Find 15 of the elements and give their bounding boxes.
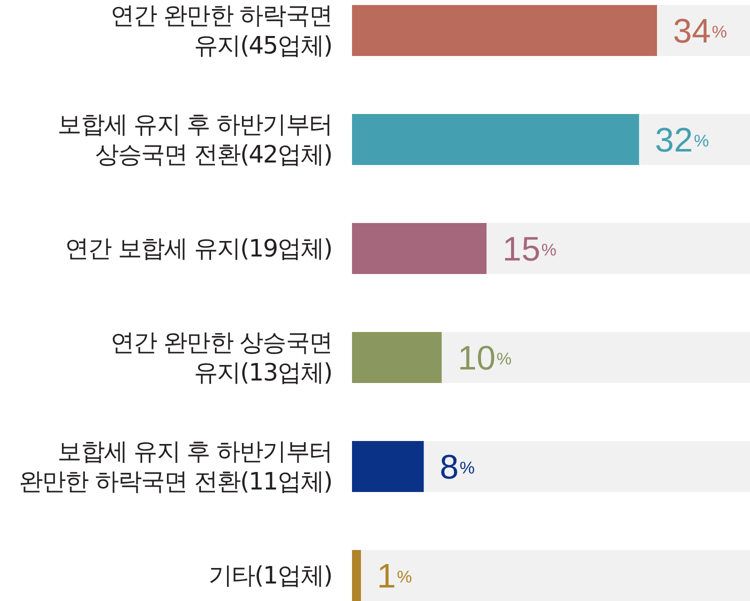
bar	[352, 441, 424, 492]
y-tick-label: 보합세 유지 후 하반기부터 상승국면 전환(42업체)	[58, 110, 332, 168]
y-tick-label: 연간 완만한 하락국면 유지(45업체)	[110, 2, 332, 60]
bar	[352, 332, 442, 383]
y-tick-label: 연간 보합세 유지(19업체)	[64, 234, 332, 262]
data-label: 10%	[458, 340, 512, 378]
y-tick-label: 기타(1업체)	[208, 562, 332, 590]
bar	[352, 550, 361, 601]
data-label: 34%	[673, 12, 727, 50]
data-label: 1%	[376, 558, 412, 596]
y-tick-label: 연간 완만한 상승국면 유지(13업체)	[110, 328, 332, 386]
data-label: 15%	[502, 230, 557, 268]
y-tick-label: 보합세 유지 후 하반기부터 완만한 하락국면 전환(11업체)	[18, 438, 332, 496]
data-label: 32%	[655, 122, 710, 160]
data-label: 8%	[440, 448, 475, 486]
